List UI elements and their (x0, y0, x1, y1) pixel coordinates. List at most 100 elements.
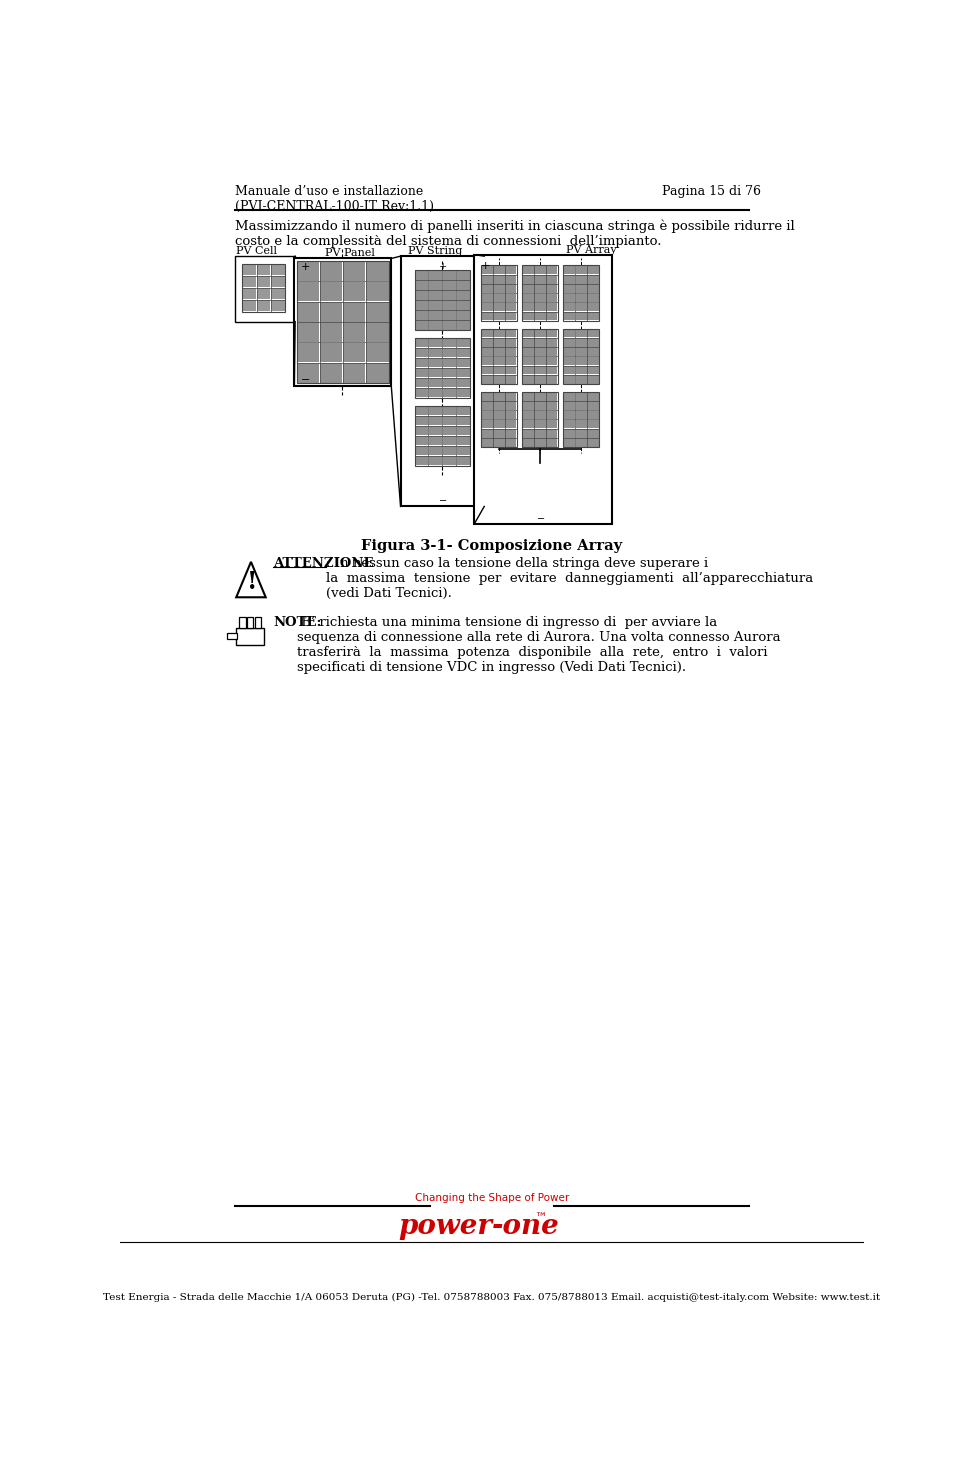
Bar (564, 430, 575, 437)
Bar (535, 375, 545, 384)
Bar (415, 406, 428, 415)
Bar (546, 285, 558, 292)
Bar (564, 356, 575, 365)
Bar (234, 256, 295, 321)
Bar (522, 302, 534, 311)
Bar (576, 313, 587, 320)
Bar (546, 275, 558, 283)
Bar (474, 254, 612, 524)
Bar (482, 419, 492, 428)
Bar (320, 364, 343, 383)
Bar (367, 343, 389, 362)
Bar (522, 337, 534, 346)
Bar (429, 281, 442, 289)
Bar (257, 288, 271, 300)
Bar (546, 438, 558, 447)
Bar (429, 427, 442, 435)
Bar (415, 435, 428, 446)
Bar (457, 320, 469, 330)
Bar (493, 419, 505, 428)
Bar (576, 365, 587, 374)
Bar (457, 301, 469, 310)
Bar (367, 302, 389, 321)
Bar (243, 276, 256, 288)
Bar (522, 365, 534, 374)
Bar (457, 291, 469, 300)
Bar (535, 392, 545, 400)
Bar (367, 262, 389, 281)
Bar (535, 337, 545, 346)
Bar (505, 392, 516, 400)
Bar (320, 343, 343, 362)
Bar (443, 456, 456, 465)
Bar (429, 348, 442, 358)
Bar (443, 337, 456, 348)
Bar (429, 301, 442, 310)
Bar (457, 427, 469, 435)
Bar (344, 302, 366, 321)
Bar (522, 313, 534, 320)
Bar (415, 320, 428, 330)
Text: −: − (537, 514, 545, 524)
Bar (429, 446, 442, 456)
Text: PV Panel: PV Panel (325, 248, 375, 259)
Bar (457, 435, 469, 446)
Bar (576, 266, 587, 275)
Bar (443, 435, 456, 446)
Bar (535, 348, 545, 356)
Bar (546, 329, 558, 337)
Bar (564, 392, 599, 447)
Text: PV String: PV String (408, 245, 463, 256)
Bar (535, 356, 545, 365)
Bar (546, 411, 558, 419)
Bar (564, 337, 575, 346)
Bar (564, 348, 575, 356)
Bar (457, 446, 469, 456)
Bar (429, 378, 442, 387)
Bar (546, 419, 558, 428)
Text: ATTENZIONE: ATTENZIONE (274, 557, 374, 570)
Bar (588, 329, 599, 337)
Bar (443, 406, 456, 415)
Bar (505, 438, 516, 447)
Bar (482, 266, 492, 275)
Bar (493, 285, 505, 292)
Bar (576, 294, 587, 302)
Bar (564, 329, 575, 337)
Bar (576, 337, 587, 346)
Bar (481, 392, 516, 447)
Bar (576, 392, 587, 400)
Bar (415, 310, 428, 320)
Bar (535, 419, 545, 428)
Bar (522, 411, 534, 419)
Bar (457, 348, 469, 358)
Bar (546, 375, 558, 384)
Text: Manuale d’uso e installazione
(PVI-CENTRAL-100-IT Rev:1.1): Manuale d’uso e installazione (PVI-CENTR… (234, 184, 434, 212)
Bar (493, 375, 505, 384)
Bar (493, 294, 505, 302)
Bar (535, 313, 545, 320)
Bar (415, 270, 470, 330)
Bar (227, 633, 237, 638)
Bar (482, 411, 492, 419)
Bar (564, 402, 575, 409)
Bar (429, 435, 442, 446)
Bar (522, 294, 534, 302)
Bar (457, 456, 469, 465)
Bar (415, 270, 428, 279)
Bar (522, 375, 534, 384)
Bar (505, 402, 516, 409)
Bar (443, 291, 456, 300)
Bar (443, 301, 456, 310)
Bar (482, 356, 492, 365)
Bar (522, 392, 558, 447)
Bar (457, 270, 469, 279)
Bar (505, 356, 516, 365)
Bar (429, 320, 442, 330)
Bar (546, 392, 558, 400)
Bar (400, 256, 484, 507)
Bar (493, 430, 505, 437)
Bar (522, 329, 558, 384)
Bar (564, 294, 575, 302)
Bar (243, 264, 285, 311)
